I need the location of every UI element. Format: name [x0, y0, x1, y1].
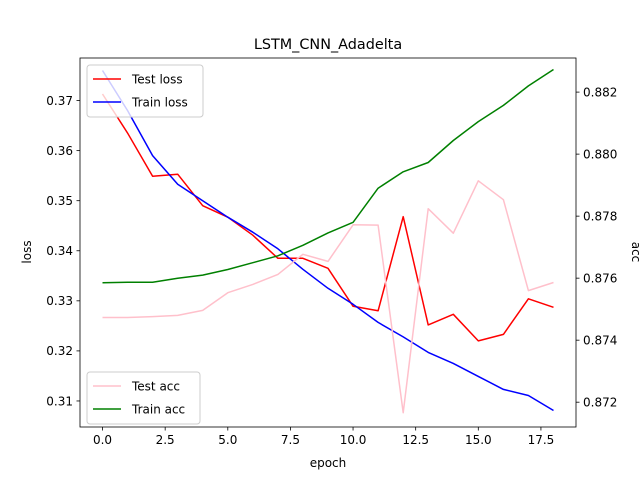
y-left-tick-label: 0.35	[46, 194, 73, 208]
y-left-tick-label: 0.33	[46, 294, 73, 308]
x-tick-label: 15.0	[465, 433, 492, 447]
y-axis-left-label: loss	[20, 240, 34, 263]
y-axis-right-label: acc	[629, 242, 640, 263]
series-line-train-acc	[102, 68, 554, 284]
x-axis-label: epoch	[310, 456, 347, 470]
x-tick-label: 5.0	[218, 433, 237, 447]
legend-label: Test acc	[131, 380, 180, 394]
x-tick-label: 10.0	[340, 433, 367, 447]
y-right-tick-label: 0.882	[583, 85, 617, 99]
x-tick-label: 0.0	[93, 433, 112, 447]
y-right-tick-label: 0.876	[583, 271, 617, 285]
series-line-test-acc	[102, 180, 554, 414]
legend-label: Train loss	[131, 96, 188, 110]
y-left-tick-label: 0.36	[46, 144, 73, 158]
y-right-tick-label: 0.874	[583, 333, 617, 347]
y-left-tick-label: 0.32	[46, 344, 73, 358]
y-left-tick-label: 0.34	[46, 244, 73, 258]
series-line-train-loss	[101, 70, 554, 412]
x-tick-label: 2.5	[156, 433, 175, 447]
legend-box	[86, 64, 204, 118]
y-left-tick-label: 0.31	[46, 394, 73, 408]
series-layer	[101, 68, 554, 414]
plot-frame	[79, 57, 577, 428]
y-right-tick-label: 0.872	[583, 395, 617, 409]
legend-box	[86, 371, 201, 425]
y-right-tick-label: 0.880	[583, 147, 617, 161]
series-line-test-loss	[101, 93, 554, 342]
x-tick-label: 12.5	[402, 433, 429, 447]
y-left-tick-label: 0.37	[46, 94, 73, 108]
legend-label: Test loss	[131, 73, 183, 87]
legend-acc: Test acc Train acc	[86, 371, 201, 425]
x-tick-label: 17.5	[528, 433, 555, 447]
legend-label: Train acc	[131, 403, 185, 417]
axes-layer: 0.0 2.5 5.0 7.5 10.0 12.5 15.0 17.5 0.31 0.32 0.33…	[46, 57, 617, 447]
chart-title: LSTM_CNN_Adadelta	[254, 37, 402, 53]
legend-loss: Test loss Train loss	[86, 64, 204, 118]
y-right-tick-label: 0.878	[583, 209, 617, 223]
x-tick-label: 7.5	[281, 433, 300, 447]
